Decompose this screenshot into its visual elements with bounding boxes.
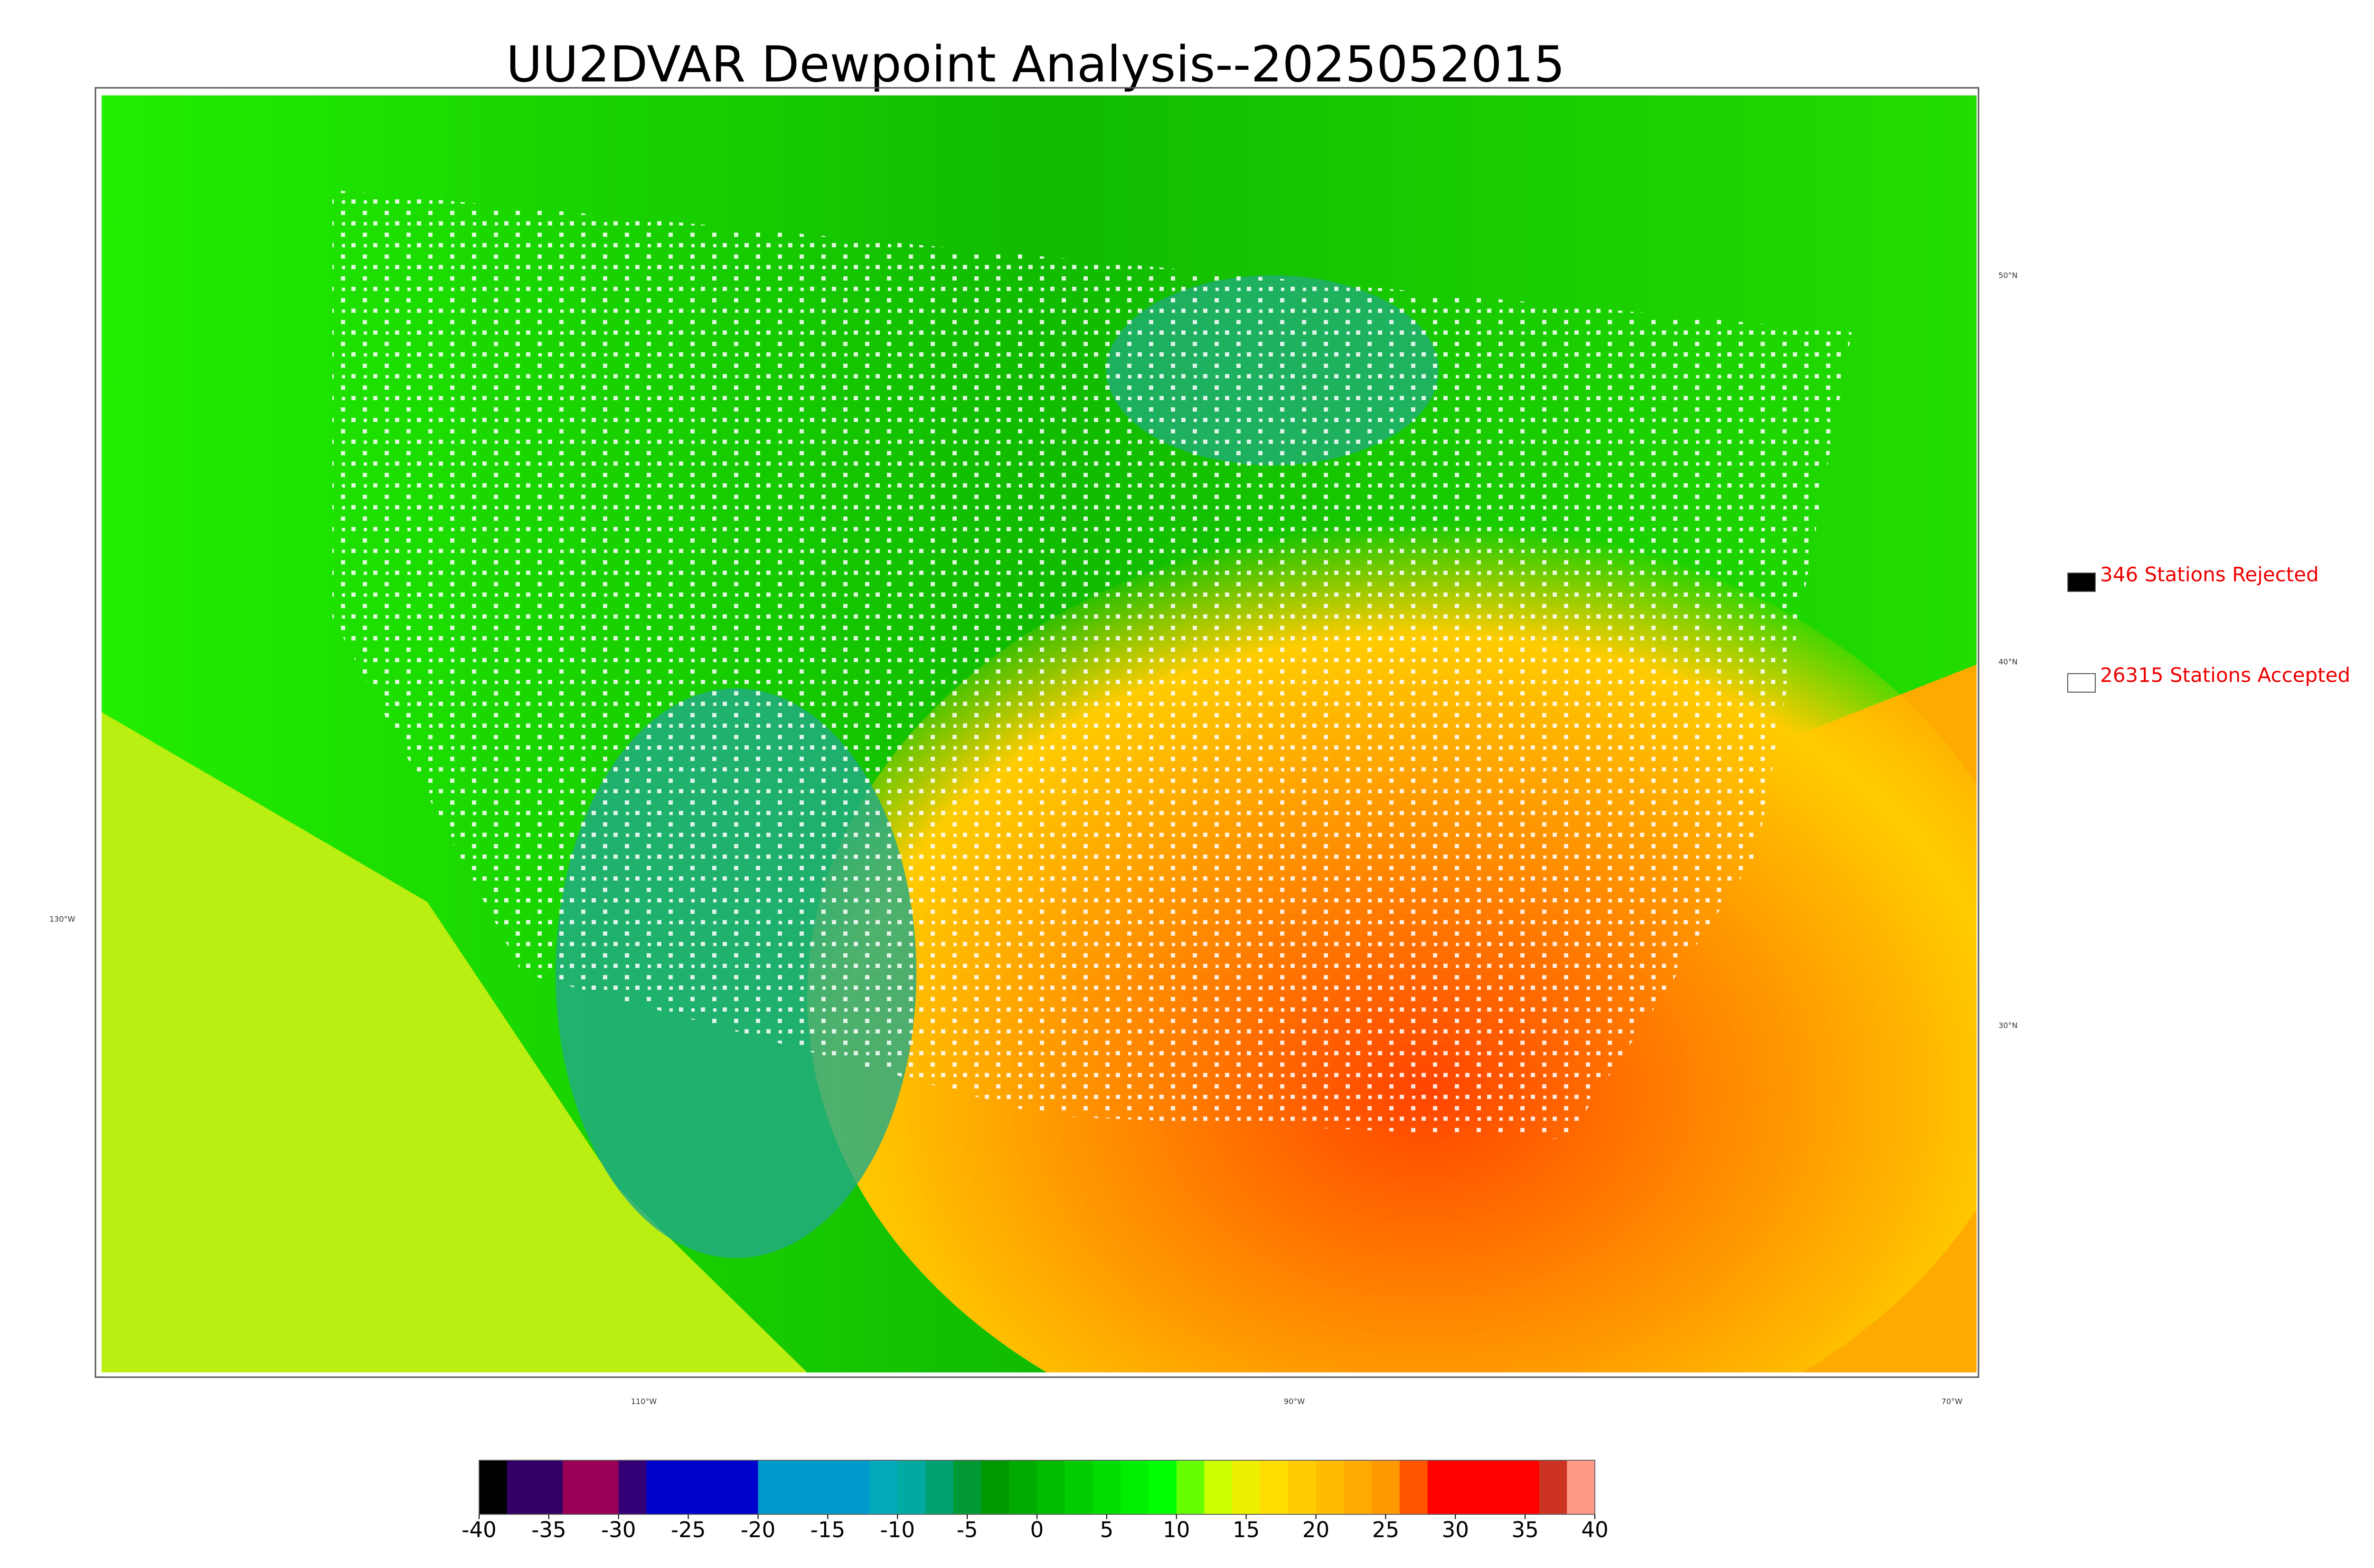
colorbar-cell [563, 1460, 591, 1514]
legend-swatch [2067, 673, 2096, 693]
colorbar-cell [897, 1460, 926, 1514]
longitude-label: 130°W [49, 915, 75, 924]
colorbar-tick-label: -10 [880, 1517, 915, 1542]
colorbar-cell [1427, 1460, 1456, 1514]
colorbar-cell [1260, 1460, 1289, 1514]
colorbar-tick-label: 20 [1302, 1517, 1329, 1542]
legend-swatch [2067, 573, 2096, 592]
colorbar-cell [535, 1460, 563, 1514]
longitude-label: 70°W [1941, 1397, 1962, 1406]
colorbar-cell [1009, 1460, 1037, 1514]
colorbar-cell [674, 1460, 703, 1514]
latitude-label: 30°N [1998, 1021, 2017, 1030]
graticule-labels: 50°N 40°N 30°N 130°W 110°W 90°W 70°W [49, 271, 2017, 1406]
legend-label: 26315 Stations Accepted [2100, 664, 2350, 687]
colorbar-cell [1121, 1460, 1149, 1514]
colorbar-cell [479, 1460, 508, 1514]
colorbar-cell [981, 1460, 1009, 1514]
colorbar-tick-label: 40 [1581, 1517, 1608, 1542]
colorbar-tick-label: 10 [1163, 1517, 1190, 1542]
colorbar-cell [1399, 1460, 1428, 1514]
colorbar-cell [1204, 1460, 1233, 1514]
colorbar-tick-label: -15 [810, 1517, 846, 1542]
colorbar-tick-label: -35 [531, 1517, 566, 1542]
colorbar-tick-label: 15 [1233, 1517, 1260, 1542]
colorbar-cell [1288, 1460, 1316, 1514]
colorbar-tick-label: -30 [601, 1517, 636, 1542]
legend: 346 Stations Rejected 26315 Stations Acce… [2067, 563, 2350, 693]
colorbar-cell [814, 1460, 842, 1514]
colorbar-tick-label: -5 [957, 1517, 978, 1542]
pacific-ocean [102, 712, 807, 1372]
colorbar-tick-label: 30 [1442, 1517, 1469, 1542]
colorbar: -40 -35 -30 -25 -20 -15 -10 -5 0 5 10 15 20 25 30 35 40 [462, 1460, 1609, 1542]
colorbar-cell [925, 1460, 954, 1514]
colorbar-cell [1316, 1460, 1344, 1514]
colorbar-tick-label: -20 [741, 1517, 776, 1542]
colorbar-cell [1065, 1460, 1093, 1514]
colorbar-cell [1567, 1460, 1595, 1514]
map [102, 95, 1977, 1372]
colorbar-tick-label: -25 [671, 1517, 706, 1542]
colorbar-cell [869, 1460, 898, 1514]
colorbar-cell [1232, 1460, 1261, 1514]
colorbar-cell [618, 1460, 647, 1514]
colorbar-cell [507, 1460, 535, 1514]
longitude-label: 90°W [1284, 1397, 1305, 1406]
colorbar-cell [1176, 1460, 1205, 1514]
colorbar-cell [1511, 1460, 1539, 1514]
colorbar-cell [841, 1460, 870, 1514]
colorbar-tick-label: -40 [462, 1517, 497, 1542]
colorbar-cell [1149, 1460, 1177, 1514]
colorbar-cell [646, 1460, 675, 1514]
colorbar-cell [1483, 1460, 1512, 1514]
colorbar-cell [591, 1460, 619, 1514]
colorbar-cell [1455, 1460, 1484, 1514]
latitude-label: 40°N [1998, 657, 2017, 667]
station-markers [332, 190, 1852, 1139]
colorbar-cell [702, 1460, 731, 1514]
longitude-label: 110°W [631, 1397, 657, 1406]
colorbar-cell [1093, 1460, 1121, 1514]
colorbar-tick-label: 25 [1372, 1517, 1399, 1542]
colorbar-tick-label: 0 [1030, 1517, 1044, 1542]
colorbar-cell [1539, 1460, 1567, 1514]
colorbar-tick-label: 35 [1511, 1517, 1538, 1542]
colorbar-cell [786, 1460, 814, 1514]
map-title: UU2DVAR Dewpoint Analysis--2025052015 [506, 35, 1565, 93]
colorbar-cell [758, 1460, 786, 1514]
colorbar-cell [730, 1460, 758, 1514]
colorbar-cell [1344, 1460, 1372, 1514]
latitude-label: 50°N [1998, 271, 2017, 280]
map-frame [94, 87, 1979, 1378]
colorbar-cell [1372, 1460, 1400, 1514]
colorbar-cell [1037, 1460, 1065, 1514]
colorbar-cell [953, 1460, 981, 1514]
legend-label: 346 Stations Rejected [2100, 563, 2319, 586]
colorbar-tick-label: 5 [1100, 1517, 1114, 1542]
